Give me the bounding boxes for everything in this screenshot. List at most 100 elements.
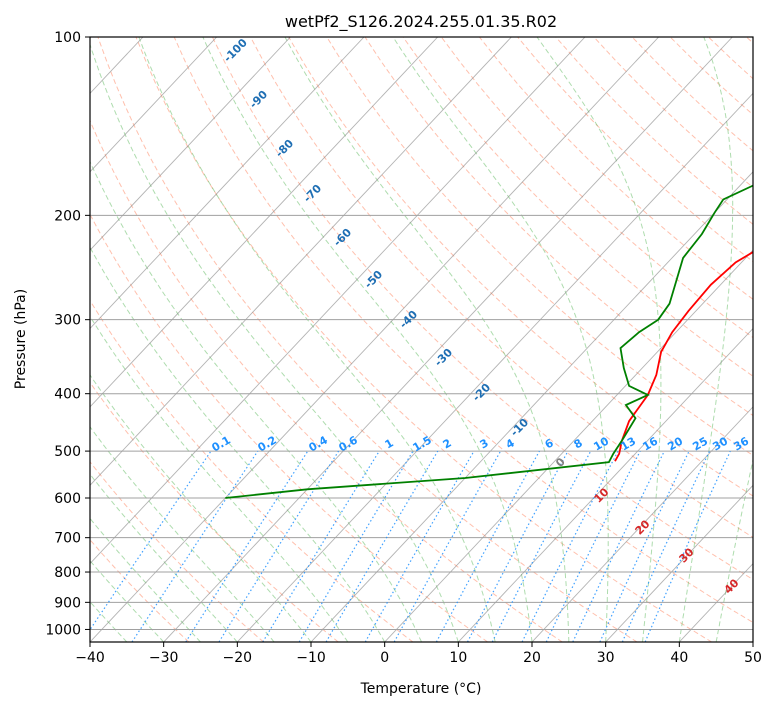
mixing-ratio-line (466, 450, 569, 642)
dry-adiabat (479, 37, 753, 300)
dry-adiabat (90, 299, 414, 642)
dry-adiabat (402, 37, 753, 377)
dry-adiabat (211, 37, 753, 581)
mixing-ratio-label: 30 (710, 434, 730, 453)
y-tick-label: 600 (54, 491, 81, 507)
mixing-ratio-label: 8 (572, 436, 585, 451)
dry-adiabat (288, 37, 753, 497)
mixing-ratio-line (90, 450, 212, 631)
y-tick-label: 800 (54, 565, 81, 581)
x-tick-label: −10 (296, 650, 326, 666)
dry-adiabat (173, 37, 753, 624)
mixing-ratio-line (131, 450, 259, 642)
dry-adiabat (90, 461, 264, 642)
isotherm (384, 249, 753, 642)
dry-adiabat (746, 37, 753, 44)
x-tick-label: 0 (380, 650, 389, 666)
y-axis-ticks: 100 200 300 400 500 600 700 800 900 1000 (45, 30, 90, 638)
moist-adiabat (202, 37, 533, 642)
warm-isotherm-label: 20 (633, 517, 653, 537)
sounding-profiles (225, 184, 753, 499)
moist-adiabat (138, 37, 496, 642)
dewpoint-profile-line (225, 184, 753, 499)
x-tick-label: 30 (597, 650, 615, 666)
moist-adiabat (90, 246, 386, 642)
isotherm (310, 171, 753, 642)
isotherm (236, 92, 753, 642)
isotherm (531, 406, 753, 642)
isotherm (90, 37, 586, 565)
isotherm (457, 327, 753, 642)
dry-adiabat (90, 213, 488, 642)
isotherm (90, 37, 439, 408)
dry-adiabat (135, 37, 712, 642)
mixing-ratio-label: 20 (665, 434, 685, 453)
isotherm (90, 37, 291, 251)
mixing-ratio-line (491, 450, 592, 642)
line-labels: -100-90-80-70-60-50-40-30-20-100.1 0.2 0.4… (210, 36, 752, 597)
mixing-ratio-line (325, 450, 439, 642)
isotherm-label: -100 (221, 36, 250, 65)
isotherm (0, 37, 69, 642)
y-axis-label: Pressure (hPa) (13, 289, 29, 389)
moist-adiabat (90, 42, 459, 642)
y-tick-label: 400 (54, 387, 81, 403)
isotherm-label: -90 (247, 88, 270, 111)
mixing-ratio-line (435, 450, 540, 642)
moist-adiabat (715, 457, 753, 642)
dry-adiabat (90, 119, 563, 642)
x-axis-ticks: −40 −30 −20 −10 0 10 20 30 40 50 (75, 642, 762, 666)
temperature-profile-line (614, 251, 753, 462)
y-tick-label: 100 (54, 30, 81, 46)
mixing-ratio-label: 10 (591, 434, 611, 453)
isotherm-label: -10 (508, 416, 531, 439)
mixing-ratio-line (599, 450, 690, 642)
dry-adiabat (90, 539, 190, 642)
isotherm (90, 37, 660, 642)
mixing-ratio-line (185, 450, 309, 642)
mixing-ratio-line (545, 450, 641, 642)
dry-adiabat (440, 37, 753, 339)
moist-adiabat (90, 425, 275, 642)
plot-frame (89, 36, 754, 643)
chart-title: wetPf2_S126.2024.255.01.35.R02 (285, 12, 557, 32)
x-axis-label: Temperature (°C) (360, 681, 482, 697)
moist-adiabat (90, 517, 201, 642)
y-tick-label: 500 (54, 444, 81, 460)
isotherm (605, 484, 753, 642)
x-tick-label: 10 (449, 650, 467, 666)
isotherm (163, 37, 733, 642)
y-tick-label: 1000 (45, 622, 81, 638)
mixing-ratio-label: 13 (618, 435, 638, 454)
isotherm-label: -20 (470, 381, 493, 404)
isotherm-label: -30 (432, 346, 455, 369)
moist-adiabat (90, 160, 422, 642)
mixing-ratio-label: 1 (383, 436, 396, 451)
warm-isotherm-label: 10 (592, 485, 612, 505)
y-tick-label: 300 (54, 313, 81, 329)
isotherm-label: -70 (301, 182, 324, 205)
isotherm (752, 641, 753, 642)
isotherm-label: -80 (273, 137, 296, 160)
moist-adiabat (90, 374, 312, 642)
y-tick-label: 200 (54, 208, 81, 224)
moist-adiabat (90, 315, 349, 642)
moist-adiabat (90, 559, 165, 642)
mixing-ratio-line (262, 450, 380, 642)
x-tick-label: 40 (670, 650, 688, 666)
isotherm (90, 37, 365, 330)
mixing-ratio-line (218, 450, 340, 642)
x-tick-label: −40 (75, 650, 105, 666)
x-tick-label: 20 (523, 650, 541, 666)
isotherm (90, 37, 218, 173)
dry-adiabat (708, 37, 753, 80)
isotherm (90, 37, 512, 486)
mixing-ratio-label: 3 (478, 436, 491, 451)
x-tick-label: −20 (223, 650, 253, 666)
mixing-ratio-line (364, 450, 475, 642)
mixing-ratio-line (621, 450, 711, 642)
y-tick-label: 900 (54, 595, 81, 611)
dry-adiabat (517, 37, 753, 263)
x-tick-label: 50 (744, 650, 762, 666)
